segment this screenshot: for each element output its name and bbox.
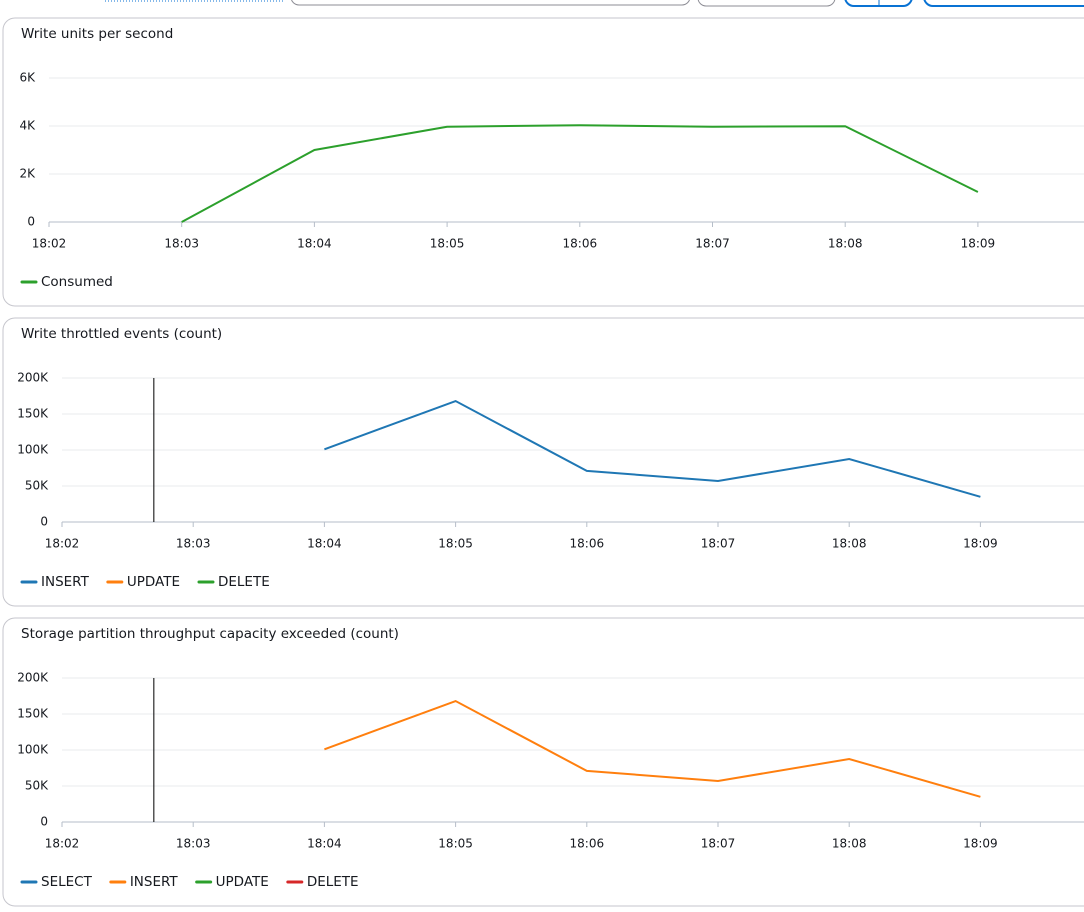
y-tick-label: 2K: [19, 167, 36, 181]
y-tick-label: 150K: [17, 707, 49, 721]
series-line: [324, 699, 981, 798]
x-tick-label: 18:09: [963, 837, 998, 851]
y-tick-label: 0: [27, 215, 35, 229]
x-tick-label: 18:05: [430, 237, 465, 251]
x-tick-label: 18:03: [164, 237, 199, 251]
series-line: [181, 124, 979, 223]
panel-border: [2, 17, 1084, 307]
x-tick-label: 18:04: [297, 237, 332, 251]
x-tick-label: 18:02: [45, 537, 80, 551]
chart-panel: Write throttled events (count) 0 50K 100K 15…: [2, 317, 1084, 607]
y-tick-label: 50K: [25, 479, 49, 493]
y-tick-label: 50K: [25, 779, 49, 793]
x-tick-label: 18:07: [701, 537, 736, 551]
chart-panel: Storage partition throughput capacity ex…: [2, 617, 1084, 907]
legend-label: UPDATE: [216, 874, 269, 890]
y-tick-label: 100K: [17, 443, 49, 457]
y-tick-label: 0: [40, 815, 48, 829]
y-tick-label: 4K: [19, 119, 36, 133]
x-tick-label: 18:07: [695, 237, 730, 251]
legend-label: DELETE: [218, 574, 270, 590]
legend-label: DELETE: [307, 874, 359, 890]
x-tick-label: 18:07: [701, 837, 736, 851]
y-tick-label: 6K: [19, 71, 36, 85]
chart-title: Storage partition throughput capacity ex…: [21, 626, 399, 642]
legend-label: INSERT: [130, 874, 179, 890]
legend-label: INSERT: [41, 574, 90, 590]
x-tick-label: 18:03: [176, 837, 211, 851]
x-tick-label: 18:08: [832, 837, 867, 851]
x-tick-label: 18:08: [828, 237, 863, 251]
panel-border: [2, 617, 1084, 907]
y-tick-label: 200K: [17, 671, 49, 685]
chart-panel: Write units per second 0 2K 4K 6K 18:02 18:03 1…: [2, 17, 1084, 307]
y-tick-label: 100K: [17, 743, 49, 757]
x-tick-label: 18:04: [307, 537, 342, 551]
x-tick-label: 18:06: [563, 237, 598, 251]
x-tick-label: 18:08: [832, 537, 867, 551]
x-tick-label: 18:05: [438, 837, 473, 851]
y-tick-label: 0: [40, 515, 48, 529]
x-tick-label: 18:05: [438, 537, 473, 551]
x-tick-label: 18:06: [570, 837, 605, 851]
search-input[interactable]: [291, 0, 690, 6]
legend-label: UPDATE: [127, 574, 180, 590]
legend-label: Consumed: [41, 274, 113, 290]
legend-label: SELECT: [41, 874, 93, 890]
x-tick-label: 18:02: [45, 837, 80, 851]
action-button[interactable]: [923, 0, 1084, 7]
y-tick-label: 150K: [17, 407, 49, 421]
select-input[interactable]: [697, 0, 836, 7]
y-tick-label: 200K: [17, 371, 49, 385]
x-tick-label: 18:04: [307, 837, 342, 851]
panel-border: [2, 317, 1084, 607]
series-line: [324, 399, 981, 498]
x-tick-label: 18:09: [961, 237, 996, 251]
x-tick-label: 18:02: [32, 237, 67, 251]
chart-title: Write units per second: [21, 26, 173, 42]
x-tick-label: 18:09: [963, 537, 998, 551]
x-tick-label: 18:03: [176, 537, 211, 551]
chart-title: Write throttled events (count): [21, 326, 222, 342]
x-tick-label: 18:06: [570, 537, 605, 551]
